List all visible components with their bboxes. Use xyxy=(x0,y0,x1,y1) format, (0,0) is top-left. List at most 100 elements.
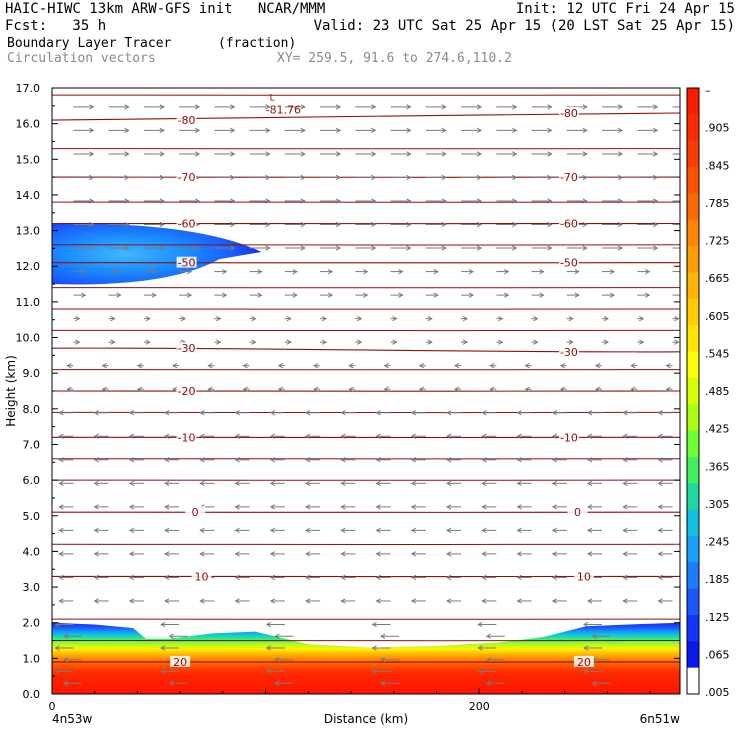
wind-vector-head xyxy=(547,245,553,251)
wind-vector-head xyxy=(168,680,174,686)
temperature-contour-line xyxy=(52,411,680,414)
wind-vector-head xyxy=(286,339,292,345)
wind-vector-head xyxy=(681,269,685,273)
wind-vector-head xyxy=(234,551,240,557)
wind-vector-head xyxy=(305,598,311,604)
wind-vector-head xyxy=(348,386,354,392)
x-tick-label: 200 xyxy=(469,700,490,713)
wind-vector-head xyxy=(617,174,624,181)
wind-vector-head xyxy=(533,315,539,322)
wind-vector-head xyxy=(512,151,518,157)
temperature-contour-line xyxy=(52,201,680,203)
wind-vector-head xyxy=(230,221,236,228)
wind-vector-head xyxy=(539,268,545,275)
colorbar-swatch xyxy=(687,272,699,300)
wind-vector-head xyxy=(300,245,306,251)
minimum-value-label: -81.76 xyxy=(266,103,301,116)
temperature-contour-line xyxy=(52,457,680,460)
wind-vector-head xyxy=(481,480,487,486)
colorbar-label: .665 xyxy=(705,272,730,285)
wind-vector-head xyxy=(265,151,271,157)
colorbar-swatch xyxy=(687,430,699,458)
colorbar-swatch xyxy=(687,351,699,379)
wind-vector-head xyxy=(164,598,170,604)
colorbar-swatch xyxy=(687,562,699,590)
wind-vector-head xyxy=(380,633,386,639)
colorbar-label: .785 xyxy=(705,197,730,210)
wind-vector-head xyxy=(446,433,452,439)
wind-vector-head xyxy=(159,221,165,228)
wind-vector-head xyxy=(639,339,645,345)
wind-vector-head xyxy=(547,104,553,110)
colorbar-label: .485 xyxy=(705,385,730,398)
wind-vector-head xyxy=(568,339,574,345)
temperature-contour-line xyxy=(52,347,680,353)
wind-vector-head xyxy=(93,480,99,486)
contour-label-bg xyxy=(558,106,579,118)
wind-vector-head xyxy=(551,504,558,510)
wind-vector-head xyxy=(446,410,452,416)
wind-vector-head xyxy=(446,551,452,557)
contour-label: -60 xyxy=(560,217,578,230)
wind-vector-head xyxy=(468,292,475,298)
wind-vector-head xyxy=(371,198,377,204)
wind-vector-head xyxy=(574,292,580,298)
wind-vector-head xyxy=(681,293,685,297)
wind-vector-head xyxy=(207,363,213,369)
wind-vector-head xyxy=(116,268,122,275)
init-time: Init: 12 UTC Fri 24 Apr 15 xyxy=(515,1,735,17)
wind-vector-head xyxy=(547,174,553,181)
contour-label: -50 xyxy=(560,257,578,270)
wind-vector-head xyxy=(594,386,601,392)
wind-vector-head xyxy=(265,127,271,134)
colorbar-swatch xyxy=(687,88,699,115)
wind-vector-head xyxy=(551,527,558,534)
colorbar-swatch xyxy=(687,114,699,142)
wind-vector-head xyxy=(89,127,95,134)
wind-vector-head xyxy=(653,127,659,134)
wind-vector-head xyxy=(305,504,311,510)
wind-vector-head xyxy=(406,221,412,228)
wind-vector-head xyxy=(93,551,99,557)
colorbar-label: .605 xyxy=(705,310,730,323)
wind-vector-head xyxy=(58,551,64,557)
wind-vector-head xyxy=(93,598,99,604)
wind-vector-head xyxy=(145,315,151,322)
wind-vector-head xyxy=(234,527,240,534)
wind-vector-head xyxy=(674,339,680,345)
wind-vector-head xyxy=(406,151,412,157)
contour-label: -30 xyxy=(560,346,578,359)
wind-vector-head xyxy=(265,221,271,228)
wind-vector-head xyxy=(300,151,306,157)
contour-label-bg xyxy=(567,506,588,518)
contour-label-bg xyxy=(176,256,197,268)
wind-vector-head xyxy=(128,457,135,463)
wind-vector-head xyxy=(375,457,381,463)
wind-vector-head xyxy=(622,551,628,557)
wind-vector-head xyxy=(582,245,588,251)
wind-vector-head xyxy=(93,527,99,534)
wind-vector-head xyxy=(277,386,284,392)
wind-vector-head xyxy=(617,104,624,110)
wind-vector-head xyxy=(286,315,292,322)
wind-vector-head xyxy=(199,433,205,439)
wind-vector-head xyxy=(371,127,377,134)
wind-vector-head xyxy=(477,621,483,628)
contour-label-bg xyxy=(176,342,197,354)
wind-vector-head xyxy=(454,363,460,369)
wind-vector-head xyxy=(512,104,518,110)
wind-vector-head xyxy=(653,245,659,251)
wind-vector-head xyxy=(630,386,636,392)
contour-label: -80 xyxy=(560,107,578,120)
wind-vector-head xyxy=(305,410,311,416)
wind-vector-head xyxy=(441,151,447,157)
wind-vector-head xyxy=(54,621,60,628)
wind-vector-head xyxy=(551,598,558,604)
wind-vector-head xyxy=(433,292,439,298)
contour-label: -30 xyxy=(178,342,196,355)
wind-vector-head xyxy=(516,480,522,486)
wind-vector-head xyxy=(524,386,530,392)
y-axis-label: Height (km) xyxy=(4,355,18,426)
contour-label-bg xyxy=(558,256,579,268)
wind-vector-head xyxy=(481,457,487,463)
